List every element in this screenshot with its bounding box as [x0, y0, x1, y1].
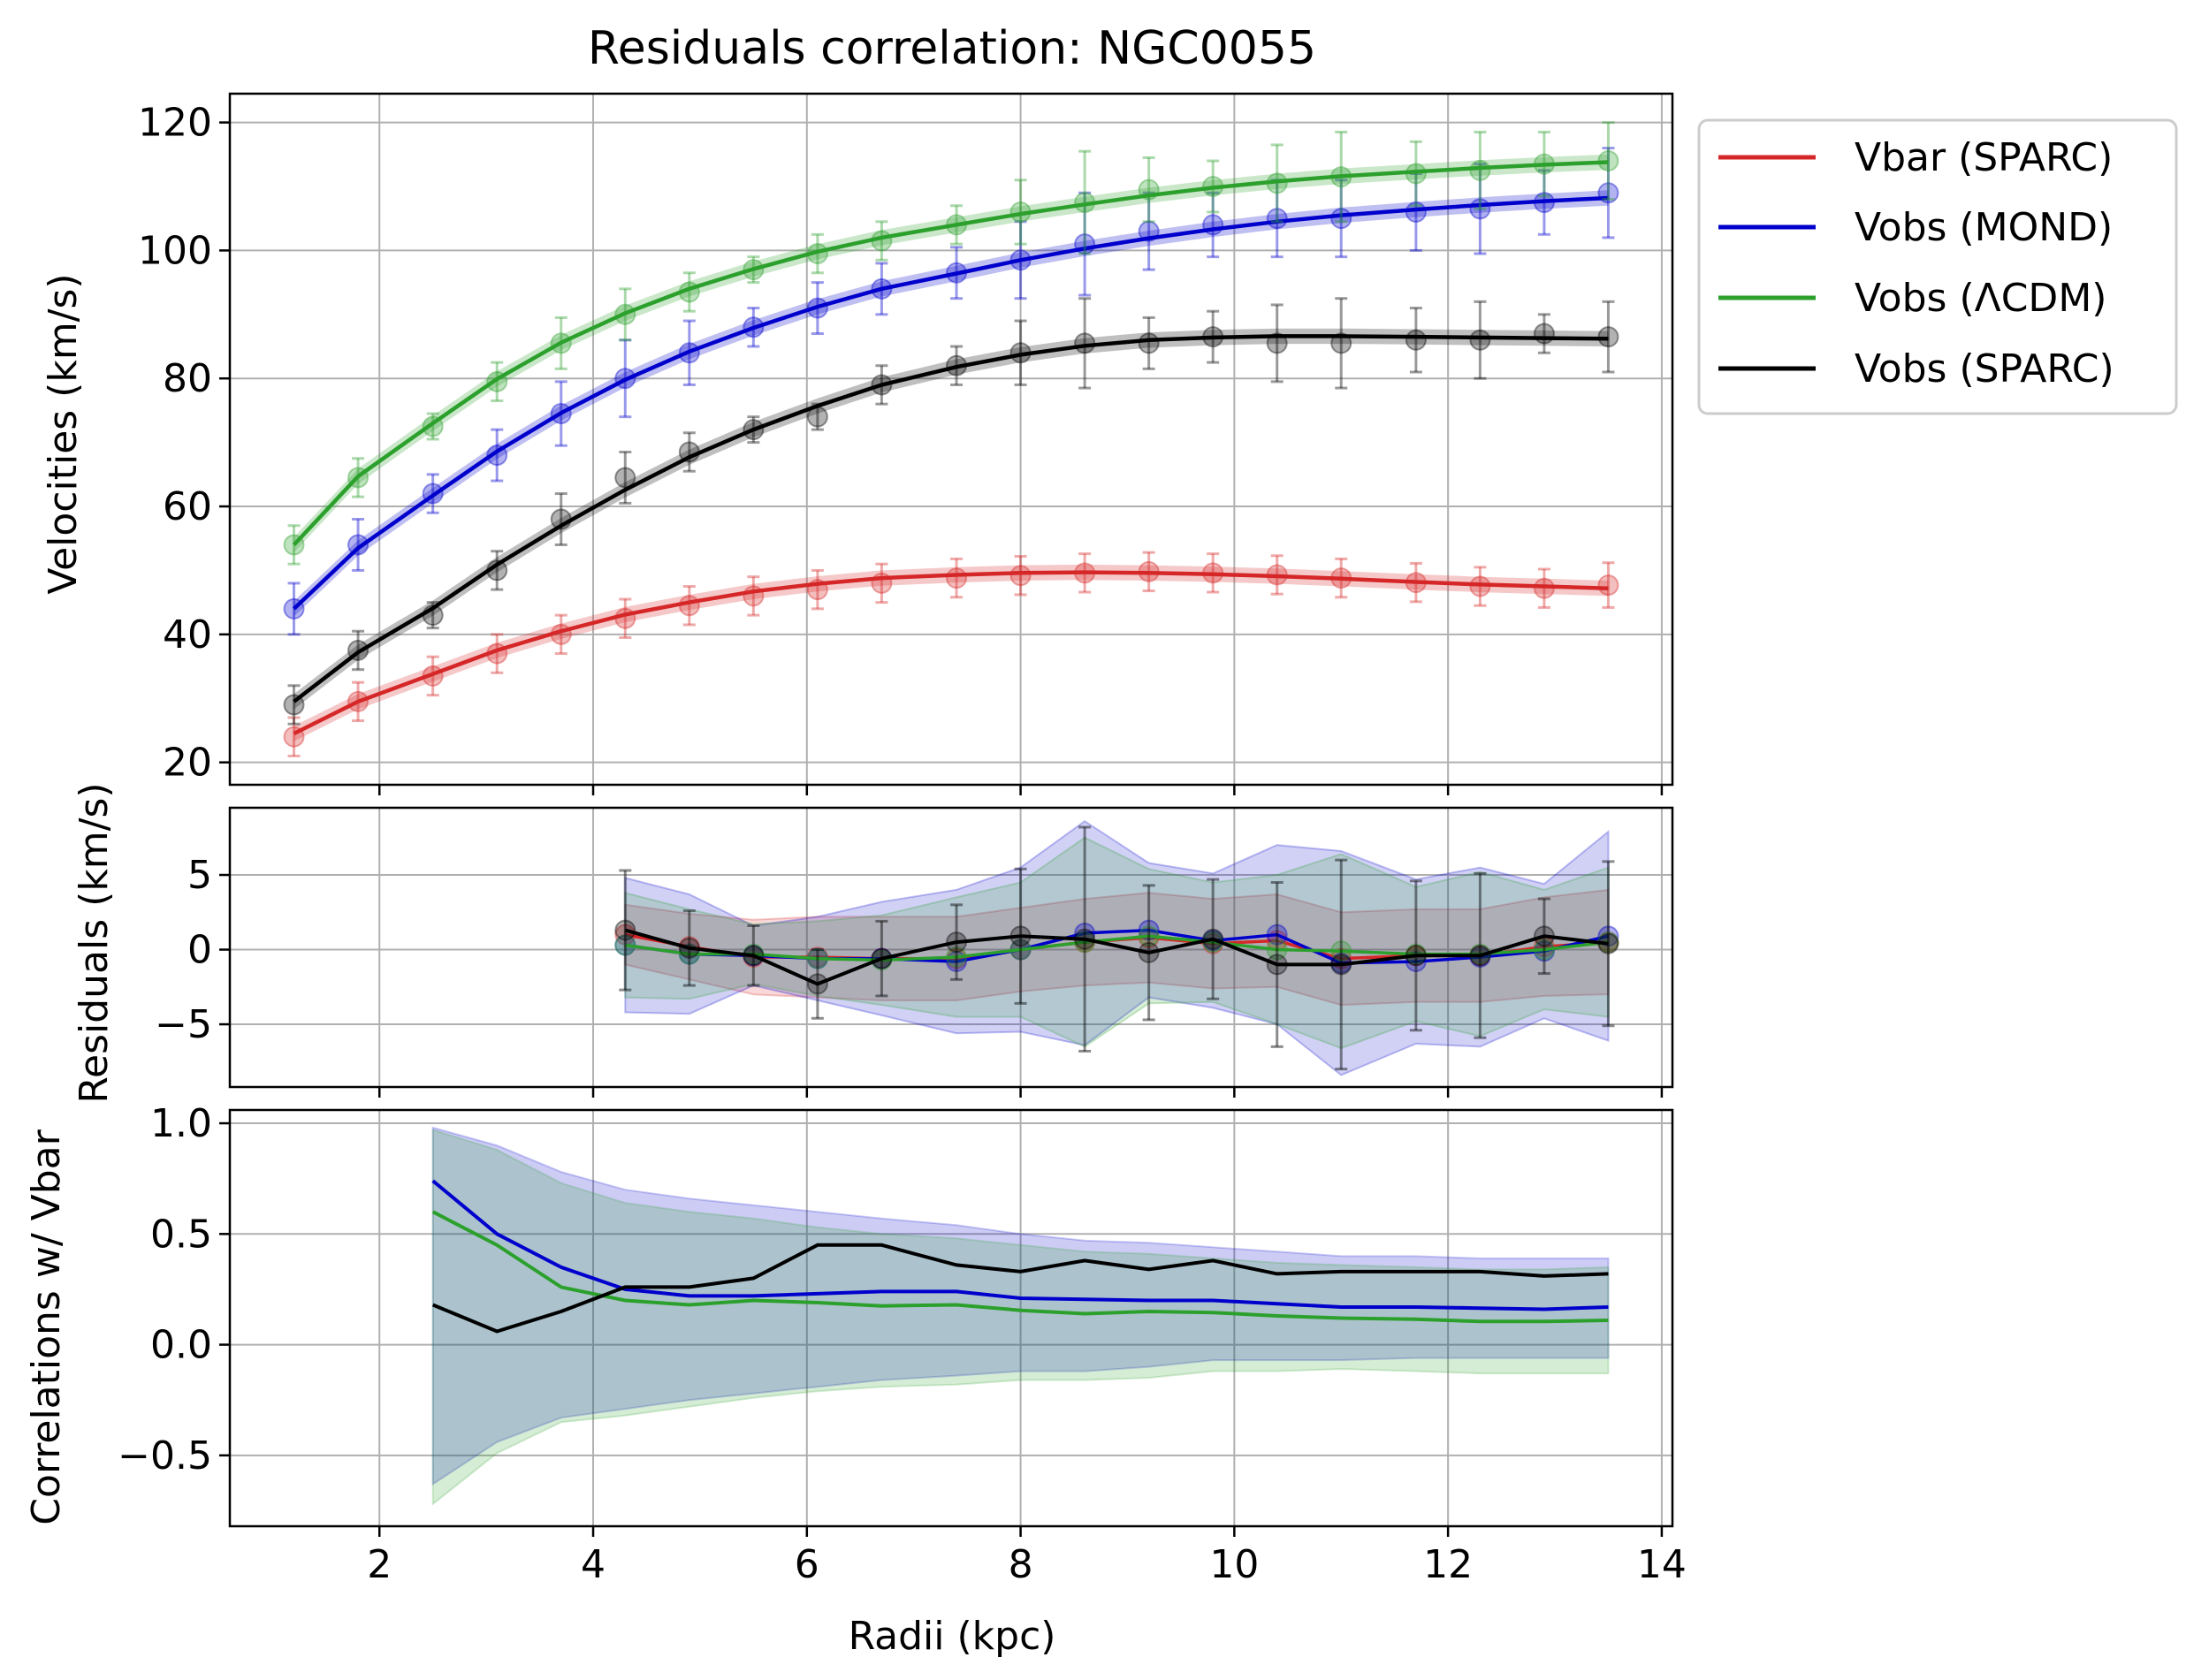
data-point: [1330, 332, 1352, 354]
data-point: [1469, 329, 1491, 351]
axis-ticks: 2 4 6 8 10 12 14 −0.5 0.0 0.5 1.0: [118, 1101, 1687, 1587]
residual-series-lcdm: [614, 925, 1619, 971]
residual-series-sparc: [614, 825, 1619, 1071]
data-point: [1405, 329, 1427, 351]
y-tick-label: 0: [187, 928, 212, 973]
confidence-band: [293, 564, 1609, 741]
y-tick-label: 60: [163, 484, 212, 529]
data-point: [1009, 565, 1032, 587]
x-tick-label: 4: [581, 1542, 606, 1587]
y-tick-label: 0.5: [150, 1212, 212, 1257]
plot-frame: [228, 92, 1674, 787]
x-tick-label: 14: [1637, 1542, 1687, 1587]
plot-frame: [228, 806, 1674, 1089]
y-tick-label: −0.5: [118, 1433, 212, 1479]
x-tick-label: 8: [1009, 1542, 1033, 1587]
y-tick-label: 120: [138, 101, 212, 146]
y-tick-label: 40: [163, 612, 212, 658]
legend-label-lcdm: Vobs (ΛCDM): [1855, 276, 2106, 321]
legend-label-sparc: Vobs (SPARC): [1855, 346, 2114, 391]
velocities-panel: 20 40 60 80 100 120: [138, 92, 1674, 795]
series-vbar: [283, 551, 1619, 757]
series-mond: [283, 147, 1619, 636]
confidence-band: [293, 190, 1609, 617]
y-tick-label: 0.0: [150, 1323, 212, 1368]
residual-band-lcdm: [624, 836, 1610, 1050]
fit-line: [292, 195, 1609, 611]
correlation-line-mond: [431, 1179, 1609, 1311]
data-point: [946, 567, 968, 589]
axis-ticks: 20 40 60 80 100 120: [138, 101, 1664, 795]
legend-label-mond: Vobs (MOND): [1855, 205, 2113, 250]
y-tick-label: 80: [163, 356, 212, 401]
correlation-line-lcdm: [431, 1210, 1609, 1324]
y-axis-label-velocities: Velocities (km/s): [41, 273, 86, 594]
grid: [230, 808, 1672, 1087]
data-point: [614, 467, 636, 489]
grid: [230, 94, 1672, 785]
y-tick-label: 5: [187, 853, 212, 898]
axis-ticks: −5 0 5: [155, 853, 1664, 1098]
correlations-panel: 2 4 6 8 10 12 14 −0.5 0.0 0.5 1.0: [118, 1101, 1687, 1587]
data-point: [347, 534, 369, 556]
x-tick-label: 2: [367, 1542, 392, 1587]
y-axis-label-residuals: Residuals (km/s): [72, 782, 117, 1103]
residual-line: [624, 928, 1609, 986]
grid: [230, 1110, 1672, 1526]
x-tick-label: 6: [795, 1542, 819, 1587]
fit-line: [293, 334, 1609, 703]
x-axis-label: Radii (kpc): [849, 1614, 1056, 1659]
legend-box: [1697, 118, 2178, 415]
residual-point: [614, 919, 636, 941]
plot-frame: [228, 1108, 1674, 1528]
fit-line: [292, 160, 1609, 547]
data-point: [1469, 159, 1491, 181]
data-point: [1533, 323, 1555, 345]
y-tick-label: 1.0: [150, 1101, 212, 1146]
residual-band-mond: [624, 819, 1610, 1076]
data-point: [1266, 332, 1288, 354]
legend: Vbar (SPARC) Vobs (MOND) Vobs (ΛCDM) Vob…: [1697, 118, 2178, 415]
residuals-panel: −5 0 5: [155, 806, 1674, 1098]
correlation-line-sparc: [431, 1243, 1609, 1334]
y-tick-label: 20: [163, 741, 212, 786]
correlation-band-lcdm: [431, 1129, 1610, 1506]
legend-label-vbar: Vbar (SPARC): [1855, 135, 2113, 180]
data-point: [1138, 332, 1160, 354]
correlation-band-mond: [431, 1126, 1610, 1486]
x-tick-label: 10: [1209, 1542, 1259, 1587]
data-point: [1597, 574, 1619, 597]
series-sparc: [283, 297, 1619, 726]
chart-title: Residuals correlation: NGC0055: [588, 22, 1316, 75]
y-axis-label-correlations: Correlations w/ Vbar: [24, 1129, 69, 1524]
y-tick-label: 100: [138, 228, 212, 273]
y-tick-label: −5: [155, 1002, 212, 1047]
x-tick-label: 12: [1423, 1542, 1473, 1587]
series-lcdm: [283, 121, 1619, 566]
fit-line: [293, 570, 1609, 736]
